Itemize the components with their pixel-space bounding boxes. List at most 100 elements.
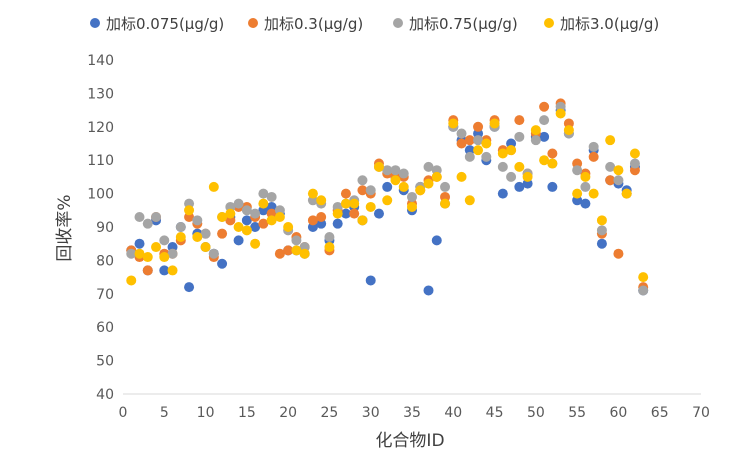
data-point xyxy=(225,208,236,219)
legend-label: 加标0.075(μg/g) xyxy=(106,15,224,33)
y-tick-label: 100 xyxy=(87,187,114,203)
data-point xyxy=(440,181,451,192)
data-point xyxy=(307,215,318,226)
x-axis-title: 化合物ID xyxy=(375,431,444,451)
data-point xyxy=(258,188,269,199)
data-point xyxy=(514,161,525,172)
data-point xyxy=(217,258,228,269)
x-tick-label: 65 xyxy=(651,405,669,421)
data-point xyxy=(241,225,252,236)
data-point xyxy=(142,218,153,229)
data-point xyxy=(134,248,145,259)
legend-marker xyxy=(544,18,554,28)
data-point xyxy=(192,232,203,243)
legend-item: 加标0.75(μg/g) xyxy=(393,15,518,33)
data-point xyxy=(217,211,228,222)
data-point xyxy=(217,228,228,239)
data-point xyxy=(266,215,277,226)
data-point xyxy=(481,151,492,162)
data-point xyxy=(580,171,591,182)
data-point xyxy=(167,265,178,276)
data-point xyxy=(390,165,401,176)
x-tick-label: 40 xyxy=(444,405,462,421)
data-point xyxy=(506,171,517,182)
x-tick-label: 55 xyxy=(568,405,586,421)
x-axis-ticks: 0 5 10 15 20 25 30 35 40 45 50 55 60 65 70 xyxy=(119,405,710,421)
data-point xyxy=(547,148,558,159)
data-point xyxy=(250,238,261,249)
data-point xyxy=(407,191,417,202)
data-point xyxy=(539,131,550,142)
data-point xyxy=(167,248,178,259)
y-tick-label: 90 xyxy=(96,220,114,236)
data-point xyxy=(274,248,285,259)
x-tick-label: 70 xyxy=(692,405,710,421)
data-point xyxy=(126,275,137,286)
data-point xyxy=(159,252,170,263)
data-point xyxy=(200,228,211,239)
data-point xyxy=(291,245,302,256)
y-tick-label: 70 xyxy=(96,287,114,303)
data-point xyxy=(357,185,368,196)
data-point xyxy=(151,211,162,222)
data-point xyxy=(563,125,574,136)
y-tick-label: 40 xyxy=(96,387,114,403)
data-point xyxy=(415,185,426,196)
data-point xyxy=(307,188,318,199)
data-point xyxy=(473,121,484,132)
data-point xyxy=(332,208,343,219)
data-point xyxy=(629,148,640,159)
data-point xyxy=(184,282,195,293)
x-tick-label: 35 xyxy=(403,405,421,421)
data-point xyxy=(283,245,294,256)
data-point xyxy=(349,208,360,219)
data-point xyxy=(522,171,533,182)
data-point xyxy=(258,198,269,209)
data-point xyxy=(547,158,558,169)
y-tick-label: 130 xyxy=(87,86,114,102)
data-point xyxy=(373,208,384,219)
legend-item: 加标3.0(μg/g) xyxy=(544,15,659,33)
data-point xyxy=(497,161,508,172)
data-point xyxy=(340,188,351,199)
data-point xyxy=(382,165,393,176)
data-point xyxy=(514,115,525,126)
data-points xyxy=(126,98,649,296)
data-point xyxy=(613,248,624,259)
data-point xyxy=(390,175,401,186)
data-point xyxy=(175,222,186,232)
data-point xyxy=(588,141,599,152)
data-point xyxy=(572,188,583,199)
data-point xyxy=(365,185,376,196)
data-point xyxy=(572,165,583,176)
data-point xyxy=(274,211,285,222)
data-point xyxy=(473,145,484,156)
data-point xyxy=(473,135,484,146)
data-point xyxy=(596,225,607,236)
y-tick-label: 80 xyxy=(96,253,114,269)
data-point xyxy=(588,188,599,199)
data-point xyxy=(423,285,434,296)
data-point xyxy=(489,118,500,129)
data-point xyxy=(605,135,616,146)
legend-item: 加标0.3(μg/g) xyxy=(248,15,363,33)
data-point xyxy=(431,171,442,182)
data-point xyxy=(291,235,302,246)
legend: 加标0.075(μg/g) 加标0.3(μg/g) 加标0.75(μg/g) 加标3.… xyxy=(90,15,659,33)
y-tick-label: 140 xyxy=(87,53,114,69)
data-point xyxy=(250,208,261,219)
data-point xyxy=(266,191,277,202)
data-point xyxy=(373,161,384,172)
data-point xyxy=(423,161,434,172)
data-point xyxy=(316,211,327,222)
data-point xyxy=(605,175,616,186)
data-point xyxy=(539,155,550,166)
data-point xyxy=(497,148,508,159)
data-point xyxy=(134,211,145,222)
data-point xyxy=(605,161,616,172)
y-axis-ticks: 40 50 60 70 80 90 100 110 120 130 140 xyxy=(87,53,114,403)
data-point xyxy=(382,181,393,192)
y-axis-title: 回收率% xyxy=(55,194,75,261)
data-point xyxy=(258,218,269,229)
data-point xyxy=(613,175,624,186)
